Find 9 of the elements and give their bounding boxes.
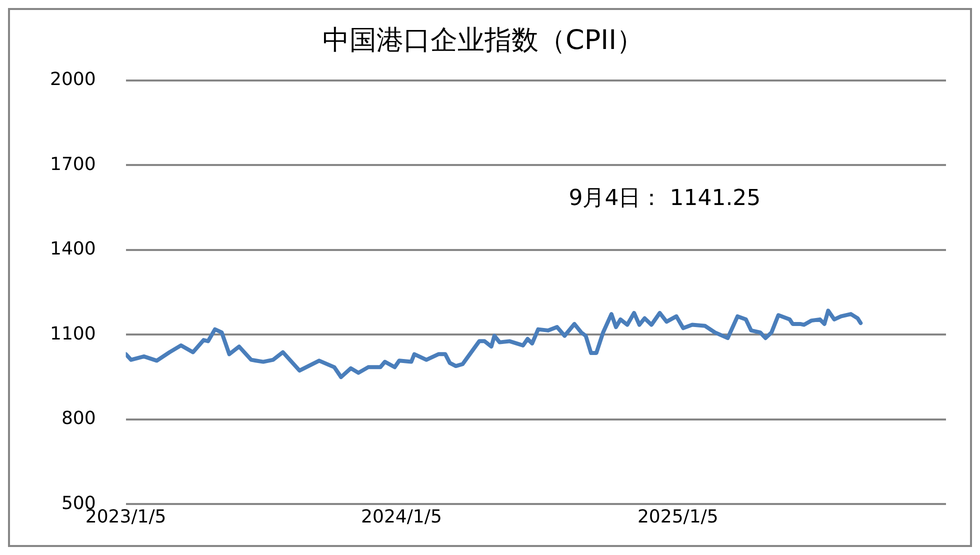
y-tick-label: 2000 — [50, 69, 96, 90]
y-tick-label: 1100 — [50, 323, 96, 344]
x-tick-label: 2025/1/5 — [637, 506, 718, 528]
chart-title: 中国港口企业指数（CPII） — [322, 25, 644, 56]
y-tick-label: 800 — [61, 408, 96, 430]
x-tick-label: 2024/1/5 — [361, 506, 442, 528]
y-tick-label: 1400 — [50, 238, 96, 260]
annotation: 9月4日： 1141.25 — [568, 186, 761, 211]
y-tick-label: 1700 — [50, 154, 96, 175]
